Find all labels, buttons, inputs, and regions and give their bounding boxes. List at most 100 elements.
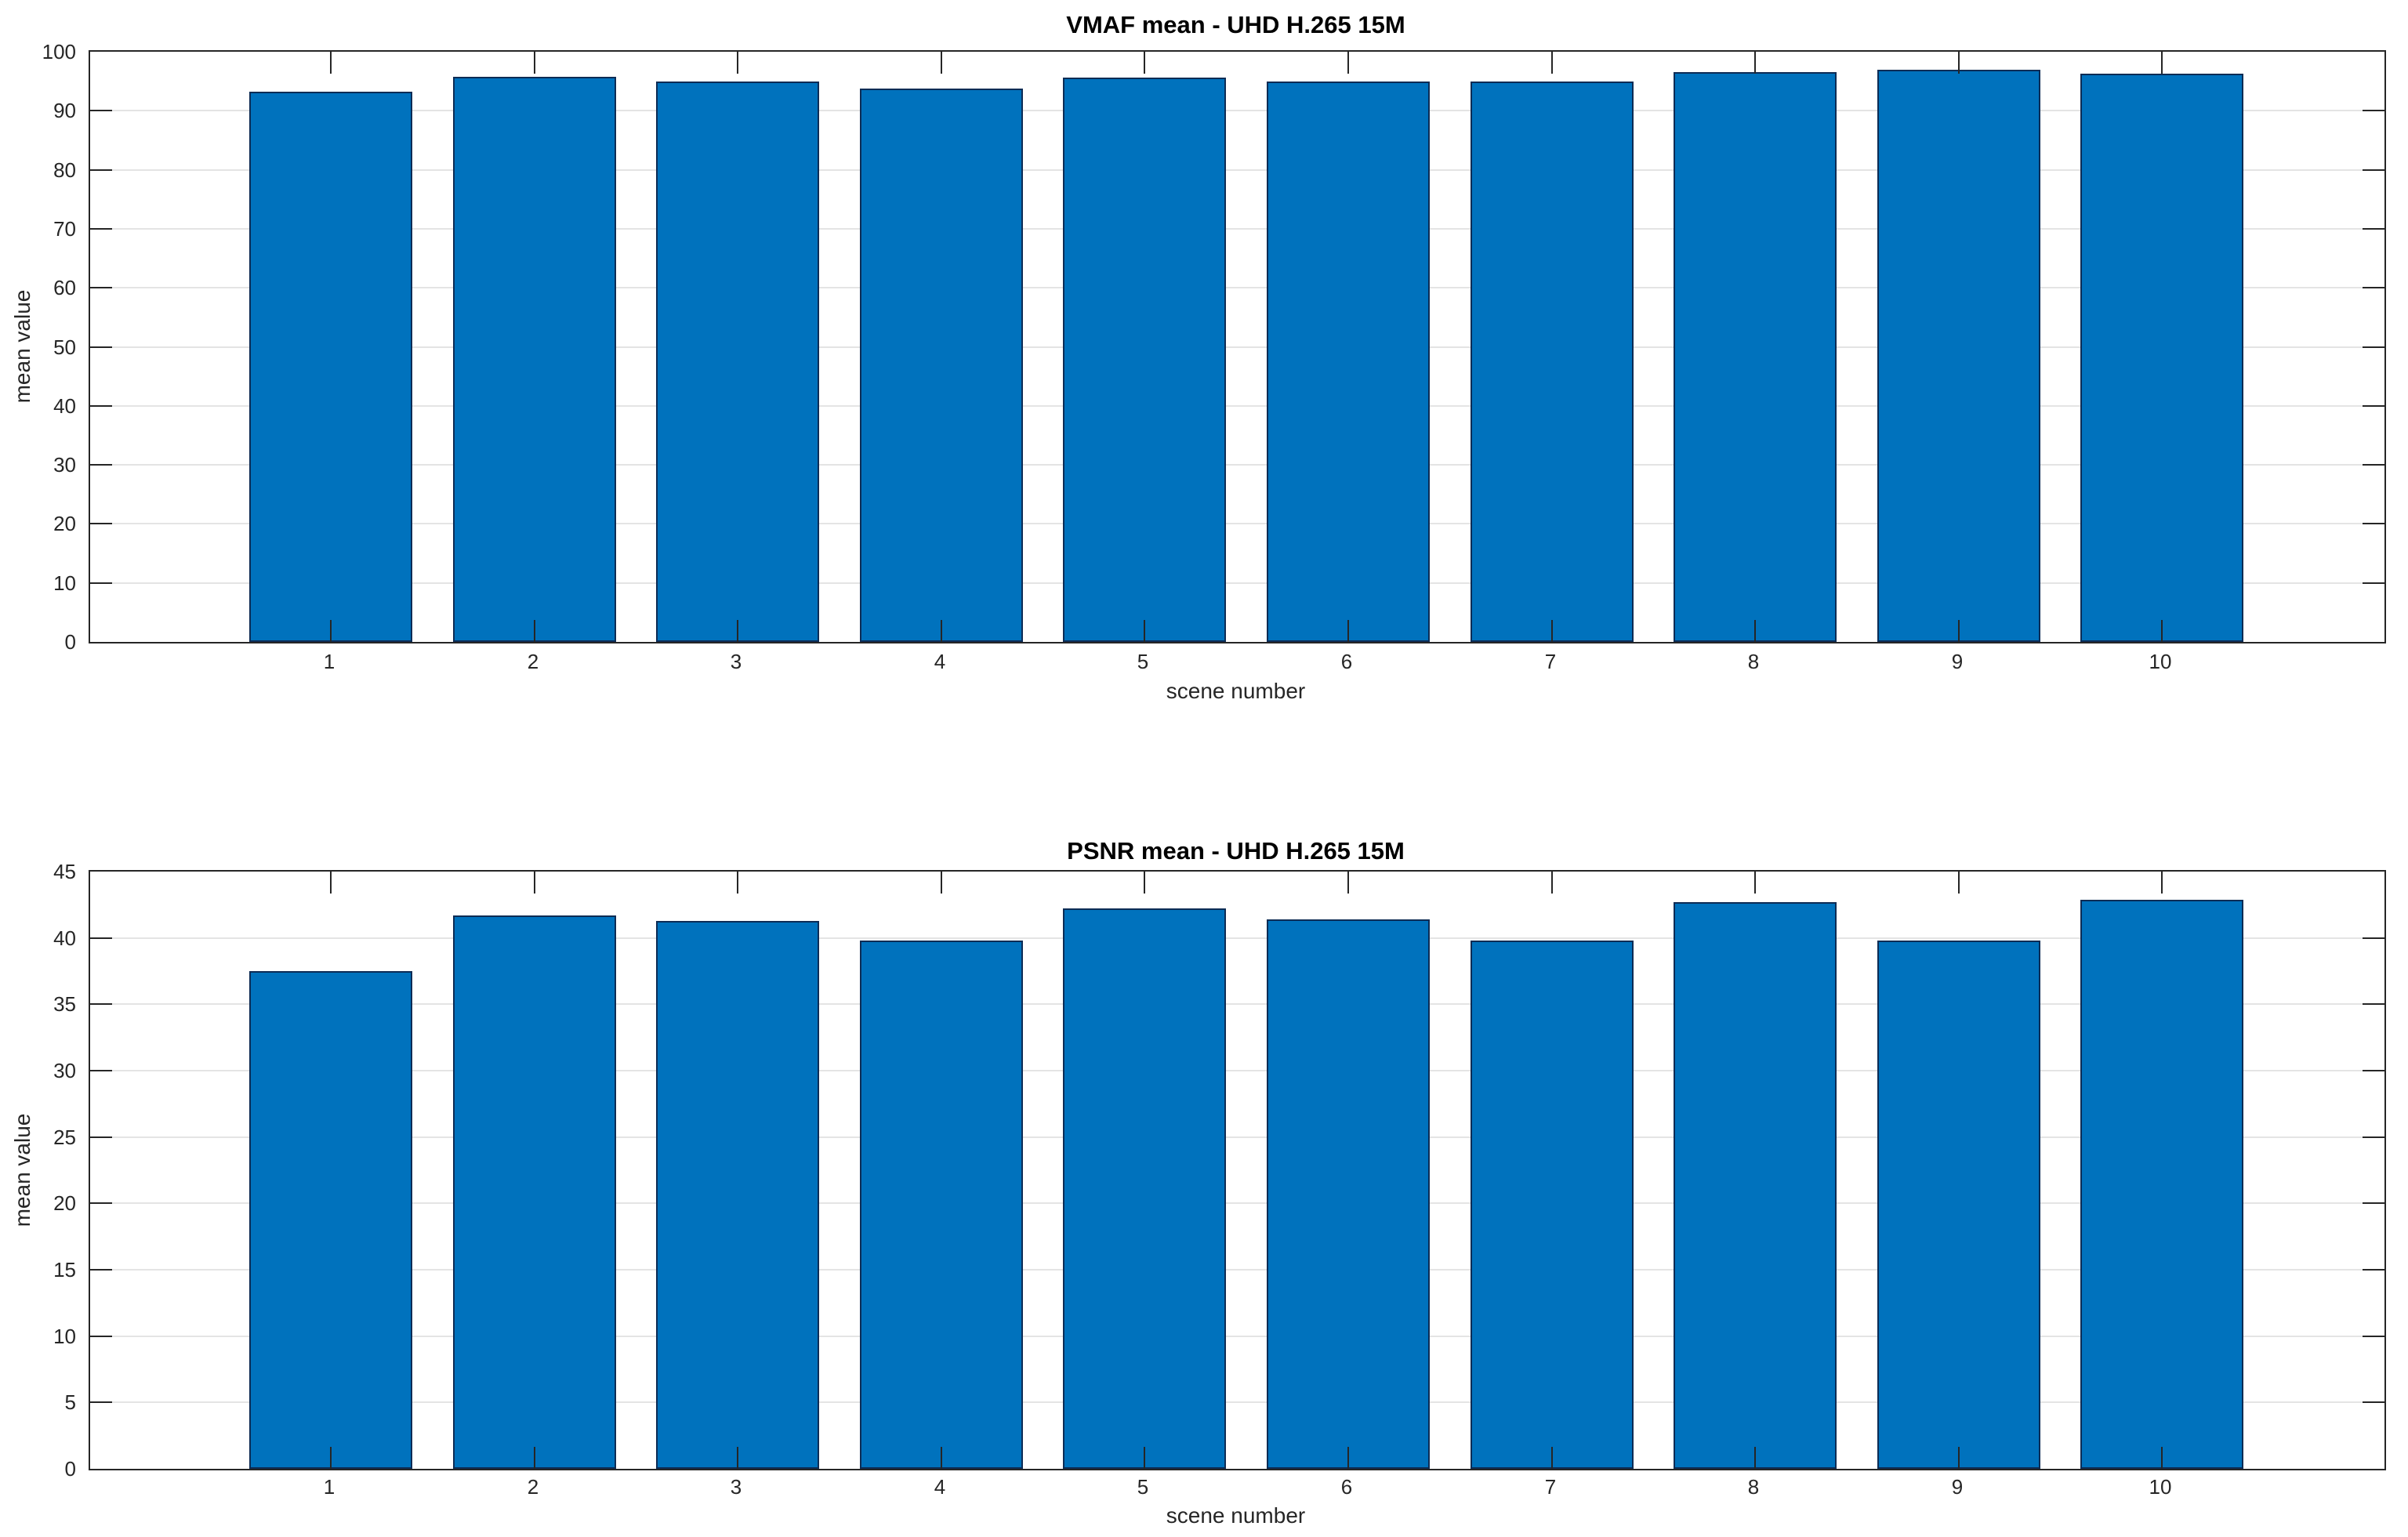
x-tick-top — [941, 52, 942, 74]
x-tick-label: 8 — [1747, 1475, 1760, 1499]
gridline-y-20 — [90, 523, 2384, 525]
y-tick-right — [2363, 169, 2384, 171]
bar-scene-6 — [1267, 919, 1430, 1469]
x-tick-top — [1551, 872, 1553, 894]
gridline-y-10 — [90, 1335, 2384, 1337]
y-tick-left — [90, 937, 112, 939]
x-tick-top — [2161, 52, 2163, 74]
y-tick-right — [2363, 1136, 2384, 1138]
x-tick-bottom — [534, 1447, 535, 1469]
y-tick-left — [90, 1202, 112, 1205]
x-tick-label: 9 — [1951, 1475, 1964, 1499]
y-tick-left — [90, 1136, 112, 1138]
x-tick-top — [2161, 872, 2163, 894]
y-tick-left — [90, 346, 112, 348]
x-tick-bottom — [1144, 1447, 1145, 1469]
gridline-y-40 — [90, 404, 2384, 407]
x-axis-label: scene number — [1166, 679, 1306, 703]
y-tick-label: 40 — [53, 926, 76, 950]
gridline-y-30 — [90, 464, 2384, 466]
gridline-y-70 — [90, 227, 2384, 230]
y-tick-label: 70 — [53, 216, 76, 241]
x-tick-label: 6 — [1340, 1475, 1353, 1499]
y-tick-label: 60 — [53, 276, 76, 300]
bar-scene-2 — [453, 77, 616, 642]
x-tick-bottom — [1754, 1447, 1756, 1469]
x-tick-top — [330, 872, 332, 894]
y-tick-right — [2363, 346, 2384, 348]
gridline-y-40 — [90, 937, 2384, 939]
y-tick-left — [90, 227, 112, 230]
y-tick-left — [90, 1335, 112, 1337]
y-tick-right — [2363, 1202, 2384, 1205]
y-tick-left — [90, 1269, 112, 1271]
bar-scene-8 — [1674, 72, 1837, 642]
y-tick-left — [90, 1401, 112, 1404]
chart-title: VMAF mean - UHD H.265 15M — [1066, 11, 1405, 38]
x-tick-top — [737, 52, 738, 74]
x-tick-label: 5 — [1137, 650, 1149, 673]
y-tick-label: 50 — [53, 335, 76, 359]
x-tick-label: 10 — [2149, 650, 2172, 673]
bar-scene-9 — [1877, 941, 2040, 1469]
bar-scene-10 — [2080, 900, 2243, 1469]
x-tick-label: 5 — [1137, 1475, 1149, 1499]
y-axis-label: mean value — [10, 1113, 34, 1227]
x-tick-top — [330, 52, 332, 74]
x-tick-label: 4 — [934, 1475, 946, 1499]
y-tick-right — [2363, 110, 2384, 112]
x-tick-label: 3 — [730, 650, 742, 673]
y-tick-label: 100 — [42, 40, 76, 63]
x-tick-top — [1754, 872, 1756, 894]
x-tick-bottom — [2161, 1447, 2163, 1469]
y-tick-label: 10 — [53, 571, 76, 595]
y-tick-left — [90, 110, 112, 112]
bar-scene-3 — [656, 82, 819, 642]
x-tick-bottom — [941, 1447, 942, 1469]
y-tick-right — [2363, 227, 2384, 230]
x-tick-label: 9 — [1951, 650, 1964, 673]
bar-scene-8 — [1674, 902, 1837, 1469]
x-tick-bottom — [1551, 620, 1553, 642]
y-tick-right — [2363, 404, 2384, 407]
x-tick-top — [1144, 872, 1145, 894]
bar-scene-5 — [1063, 78, 1226, 642]
bar-scene-10 — [2080, 74, 2243, 642]
x-tick-bottom — [941, 620, 942, 642]
y-tick-label: 90 — [53, 99, 76, 123]
bar-scene-7 — [1471, 82, 1634, 642]
y-tick-right — [2363, 523, 2384, 525]
x-tick-top — [1347, 872, 1349, 894]
bar-scene-4 — [860, 941, 1023, 1469]
x-tick-top — [534, 52, 535, 74]
y-tick-label: 0 — [64, 630, 76, 654]
y-tick-label: 15 — [53, 1258, 76, 1281]
x-tick-top — [1754, 52, 1756, 74]
gridline-y-25 — [90, 1136, 2384, 1138]
x-tick-label: 6 — [1340, 650, 1353, 673]
y-tick-left — [90, 287, 112, 289]
y-tick-right — [2363, 1401, 2384, 1404]
x-tick-label: 3 — [730, 1475, 742, 1499]
x-tick-top — [1551, 52, 1553, 74]
y-tick-label: 30 — [53, 1059, 76, 1082]
y-tick-right — [2363, 1070, 2384, 1071]
x-tick-bottom — [534, 620, 535, 642]
y-tick-left — [90, 464, 112, 466]
x-tick-label: 7 — [1544, 650, 1557, 673]
y-tick-label: 20 — [53, 512, 76, 536]
x-tick-bottom — [1347, 620, 1349, 642]
y-tick-label: 10 — [53, 1324, 76, 1348]
x-tick-label: 2 — [527, 1475, 539, 1499]
y-tick-label: 30 — [53, 453, 76, 477]
x-tick-label: 8 — [1747, 650, 1760, 673]
gridline-y-30 — [90, 1070, 2384, 1071]
y-tick-right — [2363, 582, 2384, 584]
y-tick-right — [2363, 1269, 2384, 1271]
plot-area — [89, 870, 2386, 1470]
x-tick-label: 4 — [934, 650, 946, 673]
y-tick-right — [2363, 937, 2384, 939]
bar-scene-2 — [453, 915, 616, 1469]
x-tick-bottom — [1754, 620, 1756, 642]
gridline-y-5 — [90, 1401, 2384, 1404]
